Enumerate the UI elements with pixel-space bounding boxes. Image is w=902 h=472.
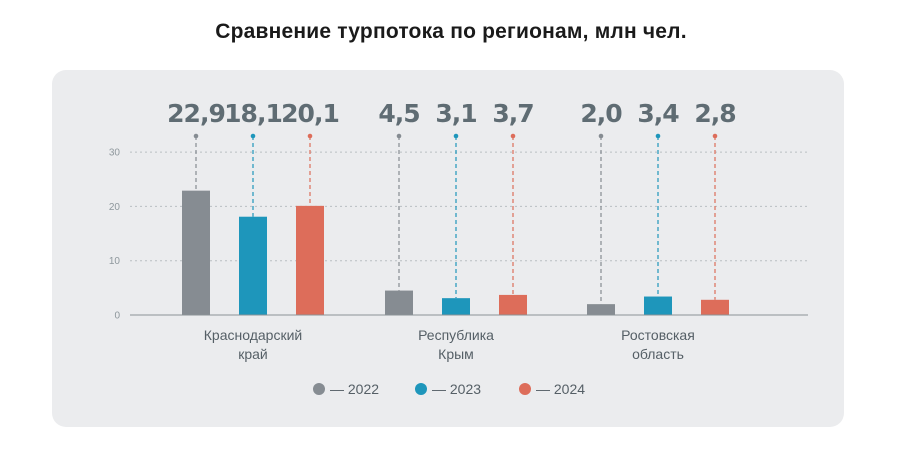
y-tick-label: 0 <box>114 311 120 322</box>
bar-2-3[interactable] <box>644 296 672 315</box>
legend-label: — 2024 <box>536 381 585 397</box>
y-tick-label: 20 <box>109 202 121 213</box>
legend-marker <box>519 383 531 395</box>
leader-dot <box>655 133 661 139</box>
category-label: Крым <box>438 346 474 362</box>
bar-3-1[interactable] <box>296 205 324 315</box>
category-label: Краснодарский <box>204 327 302 343</box>
value-label: 22,9 <box>167 99 225 128</box>
legend-marker <box>415 383 427 395</box>
value-label: 4,5 <box>378 99 419 128</box>
bar-2-1[interactable] <box>239 216 267 315</box>
leader-dot <box>598 133 604 139</box>
leader-dot <box>712 133 718 139</box>
bar-3-2[interactable] <box>499 294 527 315</box>
leader-dot <box>453 133 459 139</box>
bar-2-2[interactable] <box>442 298 470 315</box>
y-tick-label: 10 <box>109 256 121 267</box>
value-label: 2,0 <box>580 99 622 128</box>
legend-label: — 2023 <box>432 381 481 397</box>
chart-title: Сравнение турпотока по регионам, млн чел… <box>215 20 687 43</box>
leader-dot <box>193 133 199 139</box>
category-label: область <box>632 346 684 362</box>
bar-1-3[interactable] <box>587 304 615 315</box>
value-label: 18,1 <box>224 99 282 128</box>
leader-dot <box>250 133 256 139</box>
value-label: 2,8 <box>694 99 735 128</box>
bar-1-1[interactable] <box>182 190 210 315</box>
leader-dot <box>307 133 313 139</box>
category-label: Ростовская <box>621 327 695 343</box>
category-label: Республика <box>418 327 494 343</box>
value-label: 3,4 <box>637 99 679 128</box>
value-label: 3,1 <box>435 99 476 128</box>
leader-dot <box>510 133 516 139</box>
legend-label: — 2022 <box>330 381 379 397</box>
value-label: 3,7 <box>492 99 533 128</box>
leader-dot <box>396 133 402 139</box>
legend-marker <box>313 383 325 395</box>
bar-1-2[interactable] <box>385 290 413 315</box>
value-label: 20,1 <box>281 99 339 128</box>
bar-3-3[interactable] <box>701 299 729 315</box>
y-tick-label: 30 <box>109 148 121 159</box>
category-label: край <box>238 346 268 362</box>
